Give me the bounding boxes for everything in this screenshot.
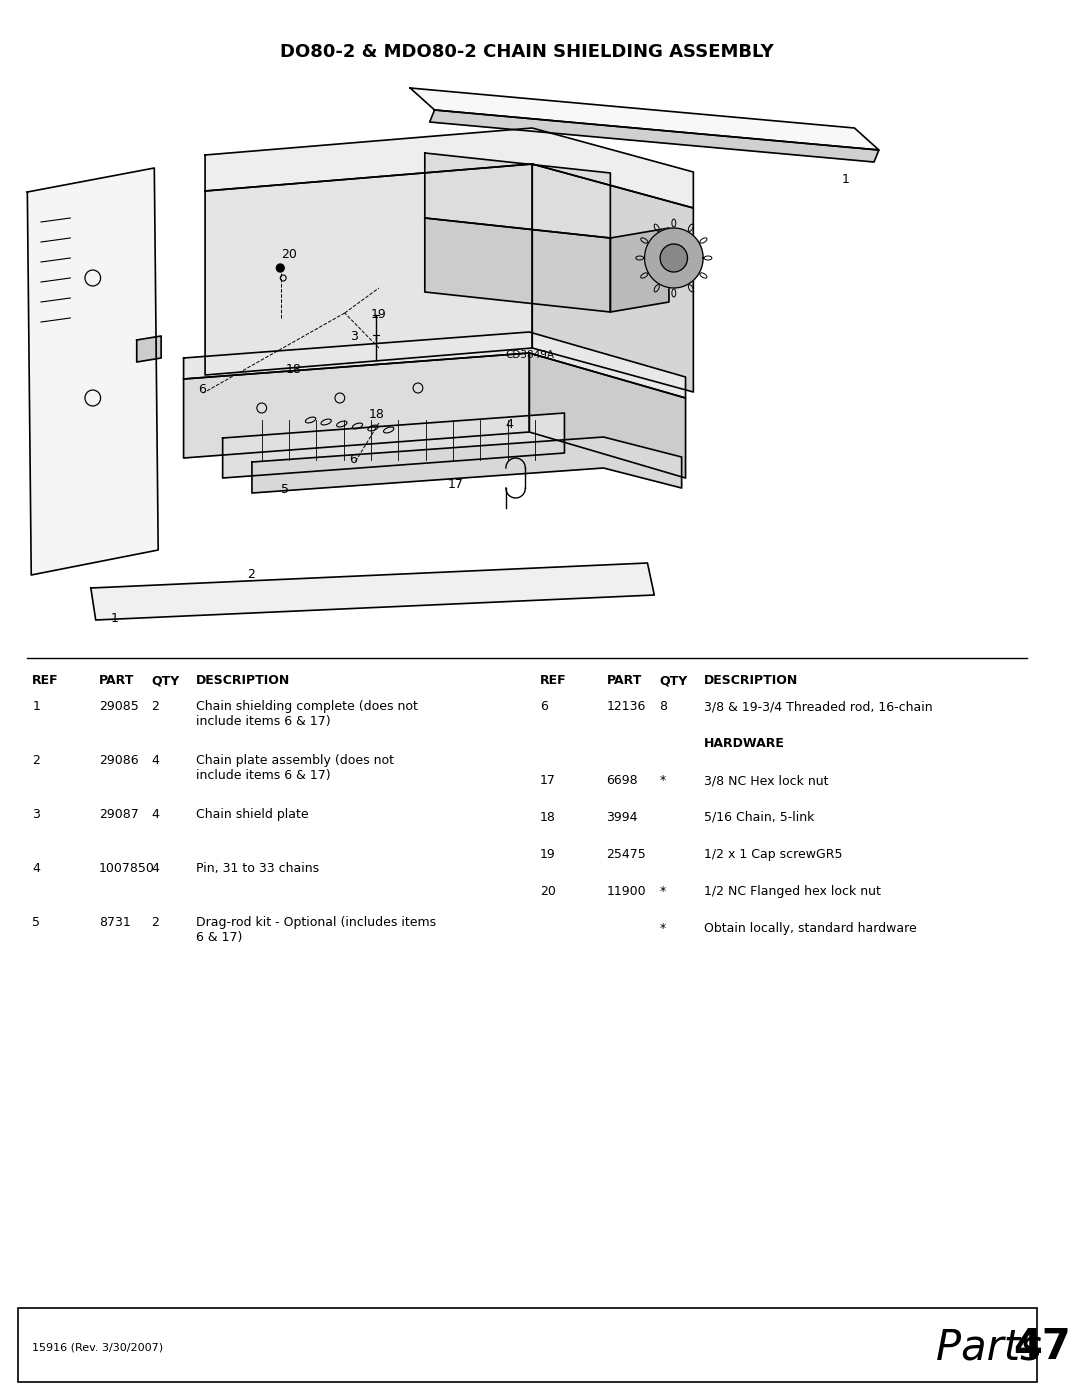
Text: Pin, 31 to 33 chains: Pin, 31 to 33 chains <box>197 862 320 875</box>
Text: PART: PART <box>607 673 642 687</box>
Text: 18: 18 <box>369 408 384 420</box>
Text: 1/2 NC Flanged hex lock nut: 1/2 NC Flanged hex lock nut <box>704 886 881 898</box>
Polygon shape <box>410 88 879 149</box>
FancyBboxPatch shape <box>17 1308 1037 1382</box>
Text: 2: 2 <box>151 916 159 929</box>
Text: Chain shield plate: Chain shield plate <box>197 807 309 821</box>
Text: 1: 1 <box>32 700 40 712</box>
Polygon shape <box>529 353 686 478</box>
Text: PART: PART <box>98 673 134 687</box>
Polygon shape <box>532 163 693 393</box>
Text: DESCRIPTION: DESCRIPTION <box>704 673 798 687</box>
Text: 3/8 NC Hex lock nut: 3/8 NC Hex lock nut <box>704 774 828 787</box>
Text: 18: 18 <box>540 812 556 824</box>
Polygon shape <box>610 228 669 312</box>
Text: 12136: 12136 <box>607 700 646 712</box>
Text: Chain shielding complete (does not
include items 6 & 17): Chain shielding complete (does not inclu… <box>197 700 418 728</box>
Text: 5: 5 <box>32 916 40 929</box>
Text: 25475: 25475 <box>607 848 646 861</box>
Text: 8: 8 <box>659 700 667 712</box>
Text: 6698: 6698 <box>607 774 638 787</box>
Text: QTY: QTY <box>659 673 688 687</box>
Text: CD3849A: CD3849A <box>505 351 555 360</box>
Text: 20: 20 <box>281 249 297 261</box>
Polygon shape <box>184 353 529 458</box>
Text: 3: 3 <box>32 807 40 821</box>
Text: REF: REF <box>540 673 567 687</box>
Text: 6: 6 <box>350 453 357 467</box>
Text: 15916 (Rev. 3/30/2007): 15916 (Rev. 3/30/2007) <box>32 1343 163 1352</box>
Text: Obtain locally, standard hardware: Obtain locally, standard hardware <box>704 922 917 935</box>
Text: 1: 1 <box>110 612 118 624</box>
Text: DO80-2 & MDO80-2 CHAIN SHIELDING ASSEMBLY: DO80-2 & MDO80-2 CHAIN SHIELDING ASSEMBL… <box>281 43 774 61</box>
Text: 4: 4 <box>151 754 159 767</box>
Polygon shape <box>91 563 654 620</box>
Text: 29086: 29086 <box>98 754 138 767</box>
Text: 47: 47 <box>1014 1326 1071 1368</box>
Text: 5: 5 <box>281 483 289 496</box>
Polygon shape <box>424 218 610 312</box>
Text: Drag-rod kit - Optional (includes items
6 & 17): Drag-rod kit - Optional (includes items … <box>197 916 436 944</box>
Text: Chain plate assembly (does not
include items 6 & 17): Chain plate assembly (does not include i… <box>197 754 394 782</box>
Polygon shape <box>222 414 565 478</box>
Polygon shape <box>205 129 693 208</box>
Text: 11900: 11900 <box>607 886 646 898</box>
Text: 6: 6 <box>199 383 206 395</box>
Text: 18: 18 <box>286 363 302 376</box>
Text: 6: 6 <box>540 700 548 712</box>
Polygon shape <box>430 110 879 162</box>
Polygon shape <box>184 332 686 398</box>
Circle shape <box>276 264 284 272</box>
Text: 19: 19 <box>540 848 556 861</box>
Polygon shape <box>27 168 158 576</box>
Text: 4: 4 <box>151 807 159 821</box>
Polygon shape <box>424 154 610 237</box>
Text: 29085: 29085 <box>98 700 138 712</box>
Text: QTY: QTY <box>151 673 179 687</box>
Text: *: * <box>659 886 665 898</box>
Text: 4: 4 <box>151 862 159 875</box>
Text: 3994: 3994 <box>607 812 638 824</box>
Text: *: * <box>659 922 665 935</box>
Text: 4: 4 <box>32 862 40 875</box>
Text: 17: 17 <box>447 478 463 490</box>
Polygon shape <box>645 228 703 288</box>
Text: 20: 20 <box>540 886 556 898</box>
Text: REF: REF <box>32 673 58 687</box>
Text: 4: 4 <box>505 418 514 432</box>
Text: DESCRIPTION: DESCRIPTION <box>197 673 291 687</box>
Polygon shape <box>252 437 681 493</box>
Text: 19: 19 <box>372 307 387 321</box>
Text: Parts: Parts <box>935 1326 1054 1368</box>
Text: 3: 3 <box>350 330 357 344</box>
Text: 2: 2 <box>247 569 255 581</box>
Text: 1: 1 <box>841 173 850 186</box>
Polygon shape <box>205 163 532 374</box>
Text: 29087: 29087 <box>98 807 138 821</box>
Text: 1/2 x 1 Cap screwGR5: 1/2 x 1 Cap screwGR5 <box>704 848 842 861</box>
Text: 5/16 Chain, 5-link: 5/16 Chain, 5-link <box>704 812 814 824</box>
Text: 2: 2 <box>32 754 40 767</box>
Text: HARDWARE: HARDWARE <box>704 738 785 750</box>
Text: 3/8 & 19-3/4 Threaded rod, 16-chain: 3/8 & 19-3/4 Threaded rod, 16-chain <box>704 700 933 712</box>
Text: 1007850: 1007850 <box>98 862 154 875</box>
Text: 2: 2 <box>151 700 159 712</box>
Polygon shape <box>660 244 688 272</box>
Text: *: * <box>659 774 665 787</box>
Polygon shape <box>137 337 161 362</box>
Text: 17: 17 <box>540 774 556 787</box>
Text: 8731: 8731 <box>98 916 131 929</box>
